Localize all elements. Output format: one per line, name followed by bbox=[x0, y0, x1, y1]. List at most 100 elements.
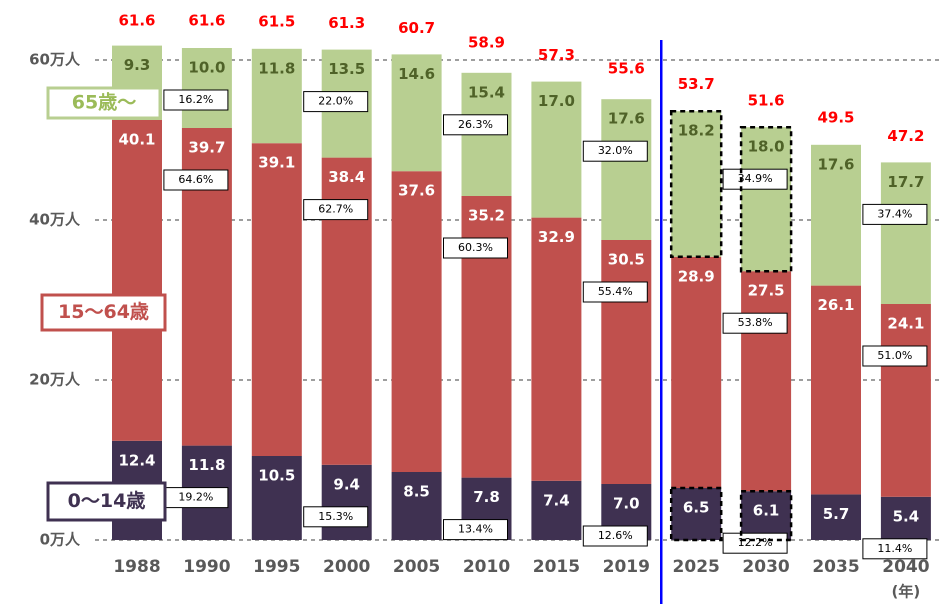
share-label: 26.3% bbox=[458, 118, 493, 131]
value-label: 10.0 bbox=[188, 59, 225, 77]
legend-box bbox=[46, 86, 162, 120]
share-label: 15.3% bbox=[318, 510, 353, 523]
value-label: 26.1 bbox=[817, 296, 854, 314]
total-label: 51.6 bbox=[748, 92, 785, 110]
total-label: 53.7 bbox=[678, 75, 715, 93]
projection-outline bbox=[669, 486, 723, 542]
value-label: 12.4 bbox=[118, 451, 155, 469]
share-label: 32.0% bbox=[598, 144, 633, 157]
share-label: 12.6% bbox=[598, 529, 633, 542]
value-label: 32.9 bbox=[538, 228, 575, 246]
x-unit: (年) bbox=[892, 583, 921, 601]
share-label: 64.6% bbox=[178, 173, 213, 186]
value-label: 8.5 bbox=[403, 483, 430, 501]
value-label: 9.3 bbox=[124, 56, 151, 74]
value-label: 6.1 bbox=[753, 502, 780, 520]
projection-outline bbox=[739, 125, 793, 273]
value-label: 17.6 bbox=[817, 155, 854, 173]
value-label: 5.4 bbox=[893, 507, 920, 525]
bar-segment bbox=[811, 144, 861, 286]
value-label: 9.4 bbox=[333, 475, 360, 493]
total-label: 49.5 bbox=[817, 109, 854, 127]
value-label: 15.4 bbox=[468, 83, 505, 101]
bar-segment bbox=[741, 491, 792, 540]
share-box bbox=[443, 237, 508, 259]
value-label: 38.4 bbox=[328, 168, 365, 186]
value-label: 35.2 bbox=[468, 207, 505, 225]
bar-segment bbox=[880, 304, 931, 497]
y-tick-label: 40万人 bbox=[29, 211, 81, 229]
share-box bbox=[163, 89, 229, 111]
total-label: 61.6 bbox=[188, 12, 225, 30]
share-label: 53.8% bbox=[738, 316, 773, 329]
total-label: 58.9 bbox=[468, 33, 505, 51]
bar-segment bbox=[531, 480, 582, 540]
x-tick-label: 1990 bbox=[183, 557, 230, 577]
legend-label: 15～64歳 bbox=[58, 301, 149, 323]
projection-outline bbox=[739, 489, 793, 542]
total-label: 60.7 bbox=[398, 19, 435, 37]
value-label: 37.6 bbox=[398, 182, 435, 200]
value-label: 6.5 bbox=[683, 499, 710, 517]
bar-segment bbox=[741, 127, 792, 272]
bar-segment bbox=[601, 99, 652, 240]
bar-segment bbox=[251, 48, 302, 144]
total-label: 55.6 bbox=[608, 60, 645, 78]
value-label: 17.7 bbox=[887, 173, 924, 191]
legend-label: 0～14歳 bbox=[68, 490, 146, 512]
share-box bbox=[443, 114, 508, 136]
bar-segment bbox=[251, 143, 302, 456]
share-label: 34.9% bbox=[738, 172, 773, 185]
share-box bbox=[582, 525, 648, 547]
share-box bbox=[862, 538, 928, 560]
bar-segment bbox=[601, 240, 652, 484]
bar-segment bbox=[880, 496, 931, 540]
share-box bbox=[163, 169, 229, 191]
share-box bbox=[303, 506, 369, 528]
x-tick-label: 2015 bbox=[533, 557, 580, 577]
y-tick-label: 60万人 bbox=[29, 51, 81, 69]
bar-segment bbox=[880, 162, 931, 304]
bar-segment bbox=[671, 256, 722, 488]
x-tick-label: 2005 bbox=[393, 557, 440, 577]
value-label: 7.4 bbox=[543, 491, 570, 509]
x-tick-label: 2010 bbox=[463, 557, 510, 577]
share-box bbox=[722, 168, 788, 190]
share-label: 16.2% bbox=[178, 93, 213, 106]
x-tick-label: 1988 bbox=[113, 557, 160, 577]
value-label: 17.6 bbox=[608, 110, 645, 128]
legend-label: 65歳～ bbox=[72, 92, 136, 114]
value-label: 14.6 bbox=[398, 65, 435, 83]
legend-box bbox=[46, 481, 167, 522]
total-label: 61.6 bbox=[118, 12, 155, 30]
value-label: 27.5 bbox=[748, 282, 785, 300]
share-label: 62.7% bbox=[318, 203, 353, 216]
value-label: 5.7 bbox=[823, 505, 850, 523]
share-box bbox=[722, 312, 788, 334]
share-box bbox=[862, 203, 928, 225]
value-label: 11.8 bbox=[188, 456, 225, 474]
x-tick-label: 2030 bbox=[742, 557, 789, 577]
total-label: 61.5 bbox=[258, 13, 295, 31]
value-label: 28.9 bbox=[678, 267, 715, 285]
bar-segment bbox=[811, 285, 861, 495]
value-label: 39.7 bbox=[188, 139, 225, 157]
bar-segment bbox=[531, 81, 582, 218]
value-label: 24.1 bbox=[887, 315, 924, 333]
value-label: 18.0 bbox=[748, 138, 785, 156]
value-label: 39.1 bbox=[258, 154, 295, 172]
y-tick-label: 0万人 bbox=[40, 531, 81, 549]
bar-segment bbox=[671, 488, 722, 540]
value-label: 18.2 bbox=[678, 122, 715, 140]
share-box bbox=[303, 199, 369, 221]
bar-segment bbox=[112, 120, 162, 441]
y-tick-label: 20万人 bbox=[29, 371, 81, 389]
share-label: 13.4% bbox=[458, 523, 493, 536]
total-label: 61.3 bbox=[328, 14, 365, 32]
share-box bbox=[722, 532, 788, 554]
value-label: 40.1 bbox=[118, 131, 155, 149]
share-label: 51.0% bbox=[877, 349, 912, 362]
share-label: 37.4% bbox=[877, 207, 912, 220]
share-label: 11.4% bbox=[877, 542, 912, 555]
